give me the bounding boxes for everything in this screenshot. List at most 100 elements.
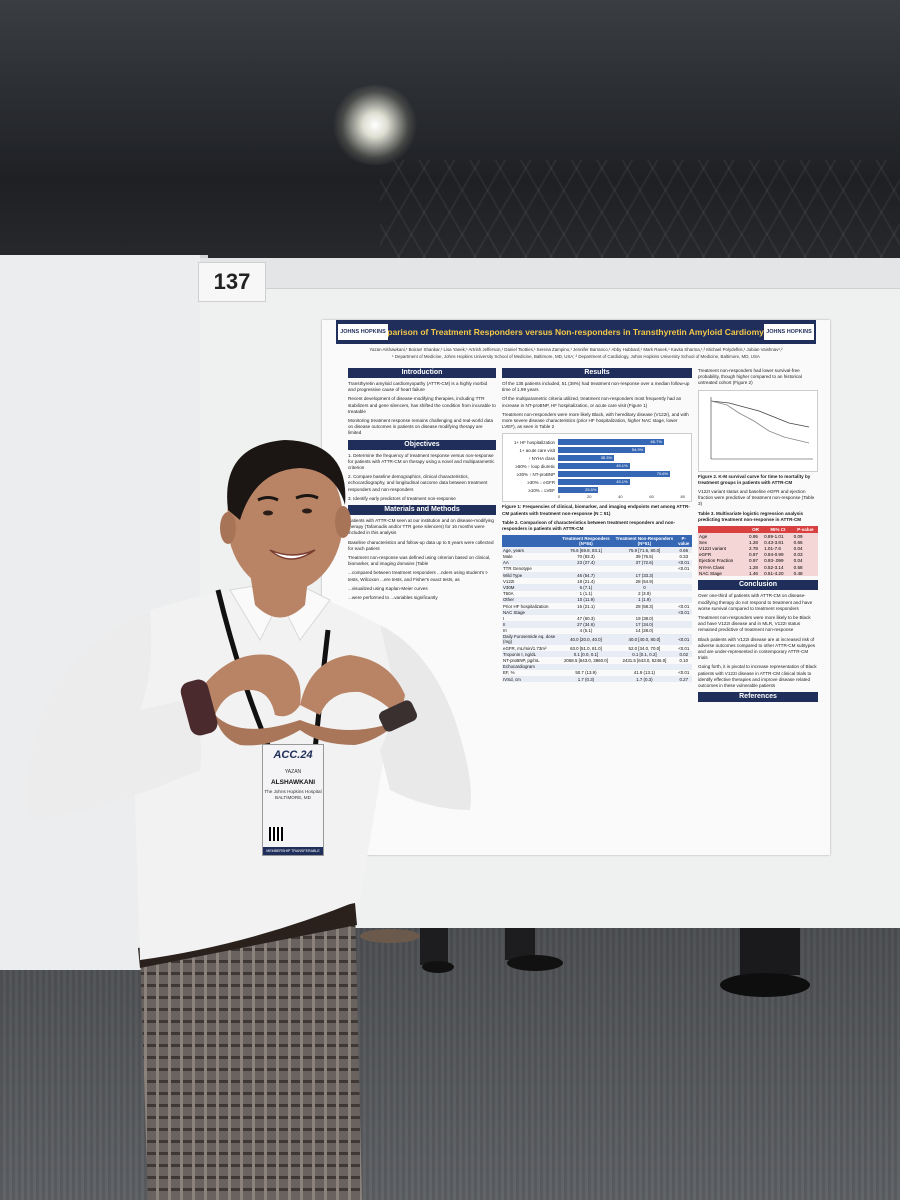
table2-cell: IVSd, cm xyxy=(502,675,559,683)
conclusion-bullet: Going forth, it is pivotal to increase r… xyxy=(698,664,817,688)
table3-cell: 0.95 xyxy=(747,533,764,540)
table2-row: IVSd, cm 1.7 (0.3) 1.7 (0.3) 0.27 xyxy=(502,675,692,683)
table2-cell: I xyxy=(503,615,505,621)
table3-cell: eGFR xyxy=(698,551,748,558)
table2-cell: <0.01 xyxy=(678,645,690,651)
conclusion-bullet: Black patients with V122I disease are at… xyxy=(698,636,816,661)
badge-affiliation: The Johns Hopkins Hospital BALTIMORE, MD xyxy=(263,789,323,801)
table3-cell: Ejection Fraction xyxy=(698,557,748,564)
table3-cell: 0.48 xyxy=(792,570,818,577)
table2-cell xyxy=(558,609,614,616)
figure1-bar-row: ↑ NYHA class 35.3% xyxy=(505,454,685,462)
table2-cell: AA xyxy=(502,559,559,566)
table3-row: Sex 1.28 0.43-3.81 0.66 xyxy=(698,539,818,546)
table2-cell: 2068.5 [643.0, 3860.0] xyxy=(563,658,608,664)
table2-cell: 4 (5.1) xyxy=(579,628,593,634)
figure1-x-axis: 0 20 40 60 80 xyxy=(558,494,685,499)
table3-row: eGFR 0.97 0.94-0.99 0.03 xyxy=(698,551,818,558)
table2-cell: 14 (28.0) xyxy=(635,628,654,634)
figure1-caption: Figure 1: Frequencies of clinical, bioma… xyxy=(502,504,690,516)
poster-authors: Yazan Alshawkani,¹ Boirav! Shankar,¹ Lis… xyxy=(336,346,816,366)
table2-cell xyxy=(613,609,676,616)
table3-cell: 1.46 xyxy=(747,570,764,577)
table2-cell: 16 (21.1) xyxy=(577,603,595,609)
poster-header: A Comparison of Treatment Responders ver… xyxy=(336,320,816,344)
intro-bullet: Recent development of disease-modifying … xyxy=(348,396,496,414)
table2-cell: III xyxy=(503,628,507,634)
methods-heading: Materials and Methods xyxy=(348,505,496,516)
table2-row: III 4 (5.1) 14 (28.0) xyxy=(502,628,692,634)
figure1-x-tick: 40 xyxy=(618,494,623,500)
figure1-bar: 25.5% xyxy=(558,487,599,494)
table2-cell: 1.7 (0.3) xyxy=(613,675,676,683)
table3-caption: Table 3. Multivariate logistic regressio… xyxy=(698,510,804,522)
figure1-bar-row: ≥50% ↑ loop diuretic 45.1% xyxy=(505,462,685,470)
figure1-bar-row: ≥10% ↓ LVEF 25.5% xyxy=(505,486,685,494)
figure1-category-label: 1+ HF hospitalization xyxy=(513,439,555,445)
table3-cell: 0.66 xyxy=(792,539,818,546)
poster-title: A Comparison of Treatment Responders ver… xyxy=(360,327,792,337)
table2-cell: Male xyxy=(503,554,513,560)
table3-cell: 0.94-0.99 xyxy=(763,551,793,558)
figure1-bar-track: 35.3% xyxy=(558,455,685,462)
figure1-x-tick: 60 xyxy=(649,494,654,500)
poster-board-left xyxy=(0,255,208,970)
table2-cell: 0.33 xyxy=(679,554,689,560)
table2-row: II 27 (34.6) 17 (34.0) xyxy=(502,621,692,628)
poster-column-right: Treatment non-responders had lower survi… xyxy=(698,368,818,705)
table2-row: Troponin I, ng/dL 0.1 [0.0, 0.1] 0.1 [0.1,… xyxy=(502,651,692,658)
table2-row: EF, % 50.7 (13.9) 41.9 (13.1) <0.01 xyxy=(502,670,692,676)
figure1-x-tick: 80 xyxy=(680,494,685,500)
figure1-bar-row: ≥30% ↓ eGFR 45.1% xyxy=(505,478,685,486)
table2-cell: <0.01 xyxy=(678,566,690,572)
table3-cell: 0.43-3.81 xyxy=(763,539,793,546)
km-curve-plot xyxy=(710,396,813,459)
johns-hopkins-logo-left: JOHNS HOPKINS xyxy=(338,324,388,340)
methods-bullet: ...compared between treatment responders… xyxy=(348,570,489,582)
table2: Treatment Responders (N=84) Treatment Non… xyxy=(502,535,692,683)
table2-cell: 63.0 [51.0, 81.0] xyxy=(570,645,602,651)
figure1-bar-track: 54.9% xyxy=(558,447,685,454)
table3-header-cell: P-value xyxy=(792,526,818,534)
table2-cell: 0.02 xyxy=(675,651,692,658)
table2-cell: 46 (54.7) xyxy=(558,571,614,579)
table2-row: I 47 (60.3) 19 (38.0) xyxy=(502,615,692,621)
table2-cell: T60A xyxy=(503,591,514,597)
conference-badge: ACC.24 YAZAN ALSHAWKANI The Johns Hopkin… xyxy=(262,744,324,856)
table3-cell: 0.97 xyxy=(747,551,764,558)
table3-row: V122I variant 2.78 1.01-7.6 0.04 xyxy=(698,545,818,552)
table2-row: V30M 6 (7.1) 0 xyxy=(502,584,692,591)
table3-cell: 0.58 xyxy=(792,563,818,571)
references-heading: References xyxy=(698,692,818,703)
figure1-category-label: ≥10% ↓ LVEF xyxy=(528,487,556,493)
figure1-bar-track: 66.7% xyxy=(558,439,685,446)
table2-row: Wild Type 46 (54.7) 17 (33.3) xyxy=(502,571,692,579)
table2-cell: V30M xyxy=(502,584,559,591)
table2-cell: 76.6 [69.8, 83.1] xyxy=(558,547,614,554)
table2-row: TTR Genotype <0.01 xyxy=(502,566,692,572)
figure1-x-tick: 20 xyxy=(586,494,592,500)
figure1-category-label: ↑ NYHA class xyxy=(528,455,555,461)
table2-cell: <0.01 xyxy=(675,559,692,566)
figure1-bar-track: 70.6% xyxy=(558,471,685,478)
table2-row: Age, years 76.6 [69.8, 83.1] 75.9 [71.6, 8… xyxy=(502,547,692,554)
table2-cell xyxy=(675,621,692,628)
objective-item: 1. Determine the frequency of treatment … xyxy=(348,452,495,471)
figure1-bar-row: 1+ HF hospitalization 66.7% xyxy=(505,438,685,446)
figure1-bar-row: ≥30% ↑ NT-proBNP 70.6% xyxy=(505,470,685,478)
table3-cell: NAC Stage xyxy=(698,570,748,577)
table3-cell: 0.04 xyxy=(792,557,818,564)
poster-board-rail xyxy=(200,258,900,289)
table2-cell: 17 (33.3) xyxy=(613,571,676,579)
results-heading: Results xyxy=(502,368,692,378)
figure1-bar: 54.9% xyxy=(558,447,646,454)
table2-cell: 50.7 (13.9) xyxy=(575,670,597,676)
table2-row: T60A 1 (1.1) 2 (3.9) xyxy=(502,591,692,597)
table2-cell: Other xyxy=(502,596,559,603)
table2-cell: 0 xyxy=(613,584,676,591)
table2-cell xyxy=(558,663,614,670)
figure1-category-label: 1+ acute care visit xyxy=(519,447,555,453)
table2-cell: 40.0 [40.0, 80.0] xyxy=(613,633,676,646)
table2-cell xyxy=(675,596,692,603)
